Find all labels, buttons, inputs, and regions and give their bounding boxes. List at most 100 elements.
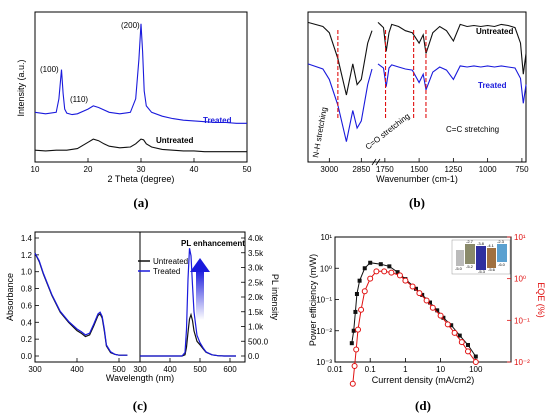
d-eqe-point-1: [351, 363, 358, 370]
c-xtick-left-label-0: 300: [28, 365, 42, 374]
d-power-efficiency-point-11: [413, 286, 418, 291]
d-power-efficiency-point-17: [457, 333, 462, 338]
a-xtick-label-1: 20: [84, 165, 93, 174]
c-ytick-right-label-0: 0.0: [248, 352, 260, 361]
a-xtick-label-4: 50: [243, 165, 252, 174]
pl-enhancement-arrow: [190, 258, 210, 320]
panel-c-legend: Untreated Treated: [138, 257, 188, 276]
c-ytick-left-label-4: 0.8: [21, 285, 33, 294]
nh-stretching-label: N-H stretching: [311, 106, 329, 158]
d-eqe-point-16: [437, 312, 444, 319]
d-eqe-point-21: [472, 359, 479, 365]
panel-a-ylabel: Intensity (a.u.): [16, 59, 26, 116]
panel-b-caption: (b): [409, 195, 425, 210]
a-xtick-label-2: 30: [137, 165, 146, 174]
b-axis-break-b: [375, 158, 381, 166]
c-ytick-right-label-4: 2.0k: [248, 293, 264, 302]
inset-value-3: -4.1: [487, 243, 495, 248]
d-eqe-point-18: [451, 329, 458, 336]
d-eqe-point-5: [361, 288, 368, 295]
c-ytick-left-label-7: 1.4: [21, 234, 33, 243]
panel-b-xlabel: Wavenumber (cm-1): [376, 174, 458, 184]
d-eqe-point-8: [381, 268, 388, 275]
b-xtick-label-5: 1000: [479, 165, 497, 174]
b-xtick-label-3: 1500: [410, 165, 428, 174]
d-eqe-point-7: [373, 268, 380, 275]
d-power-efficiency-point-19: [473, 354, 478, 359]
legend-treated: Treated: [153, 267, 180, 276]
d-power-efficiency-point-12: [420, 292, 425, 297]
b-series-right-1: [377, 63, 527, 104]
energy-level-inset: -2.7 -2.3 -3.8 -4.1 -5.0 -5.2 -5.3 -5.6 …: [451, 239, 511, 275]
panel-d-caption: (d): [415, 398, 431, 413]
d-eqe-line: [352, 270, 477, 384]
peak-label-200: (200): [121, 21, 140, 30]
a-series-line-1: [34, 138, 247, 153]
d-eqe-point-11: [402, 277, 409, 284]
d-power-efficiency-point-7: [378, 262, 383, 267]
a-xtick-label-0: 10: [31, 165, 40, 174]
inset-value-2: -3.8: [477, 241, 485, 246]
pl-enhancement-label: PL enhancement: [181, 239, 245, 248]
series-label-untreated: Untreated: [156, 136, 193, 145]
a-series-line-0: [34, 23, 247, 124]
c-absorbance-line-1: [34, 252, 128, 356]
c-ytick-left-label-1: 0.2: [21, 335, 33, 344]
b-xtick-label-2: 1750: [376, 165, 394, 174]
a-xtick-label-3: 40: [190, 165, 199, 174]
panel-b-chart: 3000 2850 1750 1500 1250 1000 750 Untreated Tr…: [307, 11, 529, 210]
d-eqe-point-12: [409, 283, 416, 290]
c-ytick-left-label-3: 0.6: [21, 301, 33, 310]
panel-c-chart: 300 400 500 300 400 500 600 0.0 0.2 0.4 0.6 0.8 1.0 1…: [5, 231, 280, 413]
cc-stretching-label: C=C stretching: [446, 125, 499, 134]
d-eqe-point-14: [423, 297, 430, 304]
inset-value-7: -5.6: [488, 267, 496, 272]
d-eqe-point-10: [396, 272, 403, 279]
c-pl-line-0: [140, 312, 236, 357]
peak-label-100: (100): [40, 65, 59, 74]
d-xtick-label-2: 1: [403, 365, 408, 374]
inset-value-6: -5.3: [478, 269, 486, 274]
inset-value-8: -6.0: [498, 262, 506, 267]
co-stretching-label: C=O stretching: [364, 111, 412, 151]
b-xtick-label-1: 2850: [352, 165, 370, 174]
c-xtick-right-label-3: 600: [223, 365, 237, 374]
d-eqe-point-17: [444, 321, 451, 328]
d-eqe-point-6: [367, 275, 374, 282]
d-eqe-point-9: [388, 269, 395, 276]
inset-value-0: -2.7: [466, 239, 474, 244]
d-ytick-left-label-0: 10⁻³: [316, 358, 332, 367]
b-xtick-label-0: 3000: [320, 165, 338, 174]
d-power-efficiency-point-16: [449, 323, 454, 328]
c-xtick-left-label-2: 500: [112, 365, 126, 374]
c-ytick-right-label-7: 3.5k: [248, 249, 264, 258]
c-ytick-right-label-8: 4.0k: [248, 234, 264, 243]
b-series-left-0: [307, 21, 373, 96]
d-ytick-right-label-0: 10⁻²: [514, 358, 530, 367]
d-eqe-point-4: [358, 306, 365, 313]
d-power-efficiency-point-18: [465, 342, 470, 347]
panel-c-xlabel: Wavelength (nm): [106, 373, 174, 383]
panel-a-xlabel: 2 Theta (degree): [108, 174, 175, 184]
c-xtick-right-label-2: 500: [193, 365, 207, 374]
d-ytick-right-label-3: 10¹: [514, 233, 526, 242]
d-ytick-left-label-1: 10⁻²: [316, 327, 332, 336]
d-ytick-right-label-2: 10⁰: [514, 275, 526, 284]
d-eqe-point-15: [429, 304, 436, 311]
c-pl-line-1: [140, 248, 236, 357]
d-xtick-label-4: 100: [469, 365, 483, 374]
panel-c-ylabel: Absorbance: [5, 273, 15, 321]
peak-label-110: (110): [70, 95, 88, 104]
c-ytick-right-label-2: 1.0k: [248, 323, 264, 332]
d-eqe-point-3: [354, 326, 361, 333]
c-ytick-left-label-5: 1.0: [21, 268, 33, 277]
c-ytick-right-label-1: 500.0: [248, 337, 269, 346]
d-ytick-left-label-3: 10⁰: [320, 264, 332, 273]
c-ytick-left-label-6: 1.2: [21, 251, 33, 260]
inset-value-5: -5.2: [466, 264, 474, 269]
d-ytick-right-label-1: 10⁻¹: [514, 316, 530, 325]
c-ytick-right-label-3: 1.5k: [248, 308, 264, 317]
c-xtick-right-label-0: 300: [133, 365, 147, 374]
panel-a-chart: 10 20 30 40 50 (100) (110) (200) Treated Unt…: [16, 11, 252, 210]
b-xtick-label-4: 1250: [444, 165, 462, 174]
